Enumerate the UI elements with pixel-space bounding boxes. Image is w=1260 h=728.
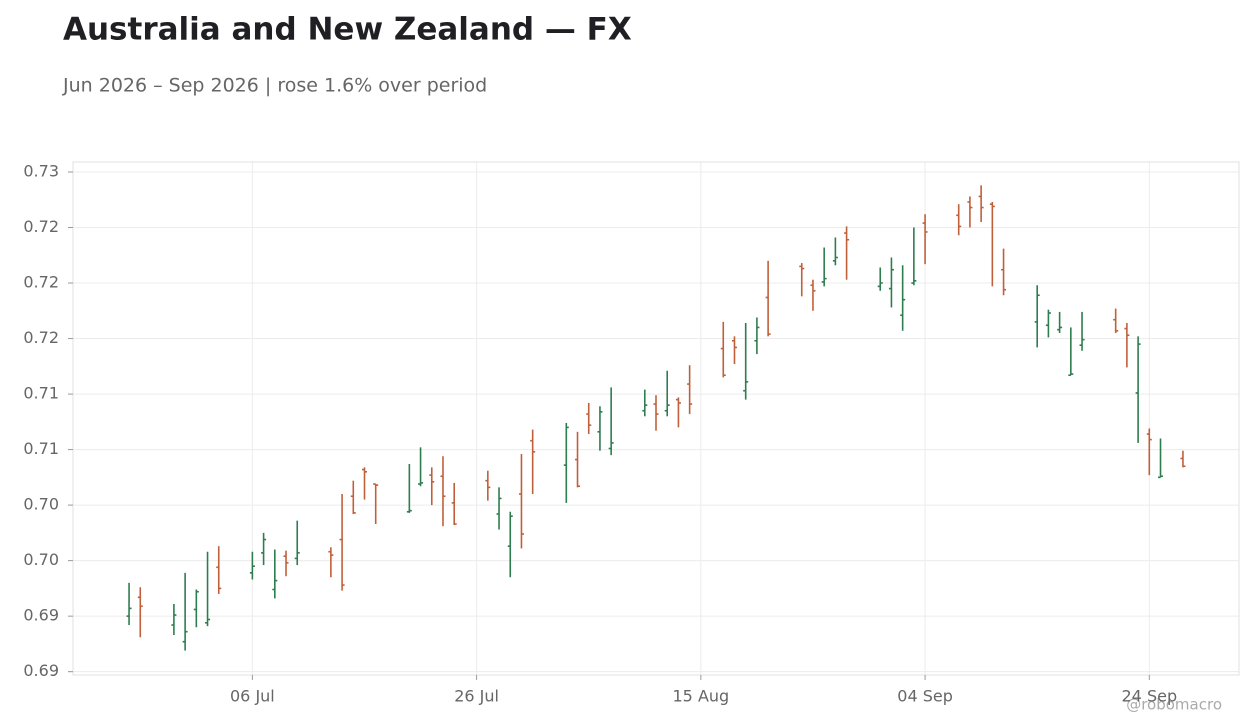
y-tick-label: 0.72 [23, 273, 59, 292]
y-tick-label: 0.72 [23, 328, 59, 347]
y-tick-label: 0.70 [23, 550, 59, 569]
x-tick-label: 26 Jul [454, 687, 499, 706]
x-tick-label: 04 Sep [897, 687, 953, 706]
chart-title: Australia and New Zealand — FX [63, 12, 632, 48]
y-tick-label: 0.72 [23, 217, 59, 236]
watermark: @robomacro [1126, 696, 1222, 714]
x-tick-label: 06 Jul [230, 687, 275, 706]
y-tick-label: 0.73 [23, 161, 59, 180]
y-tick-label: 0.70 [23, 495, 59, 514]
y-tick-label: 0.71 [23, 439, 59, 458]
y-tick-label: 0.69 [23, 661, 59, 680]
x-tick-label: 15 Aug [673, 687, 730, 706]
chart-subtitle: Jun 2026 – Sep 2026 | rose 1.6% over per… [62, 75, 487, 97]
plot-frame [72, 161, 1240, 676]
y-tick-label: 0.71 [23, 384, 59, 403]
x-tick-label: 24 Sep [1122, 687, 1178, 706]
y-tick-label: 0.69 [23, 606, 59, 625]
